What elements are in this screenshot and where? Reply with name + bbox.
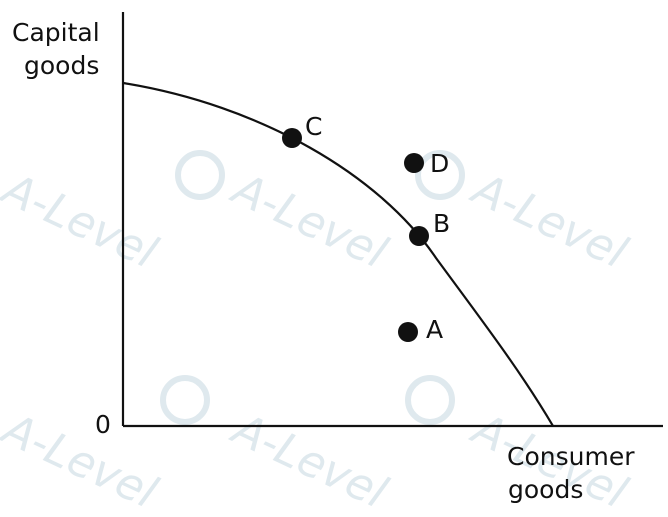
origin-label: 0 [95,410,111,439]
a-level-logo-icon [405,375,455,425]
y-axis-label-line-1: Capital [12,18,100,47]
point-c [282,128,302,148]
x-axis-label-line-2: goods [508,475,583,504]
point-d [404,153,424,173]
a-level-logo-icon [415,150,465,200]
point-d-label: D [430,149,449,178]
x-axis-label-line-1: Consumer [507,442,635,471]
watermark-3 [160,375,210,425]
point-c-label: C [305,112,322,141]
a-level-logo-icon [160,375,210,425]
point-b-label: B [433,209,450,238]
point-a-label: A [426,315,443,344]
watermark-text: A-Level [463,162,636,279]
y-axis-label-line-2: goods [24,51,99,80]
point-a [398,322,418,342]
a-level-logo-icon [175,150,225,200]
watermark-1 [175,150,225,200]
watermark-2 [415,150,465,200]
point-b [409,226,429,246]
watermark-text: A-Level [0,162,165,279]
watermark-text: A-Level [223,402,396,517]
watermark-text: A-Level [223,162,396,279]
watermark-4 [405,375,455,425]
watermark-text: A-Level [0,402,165,517]
